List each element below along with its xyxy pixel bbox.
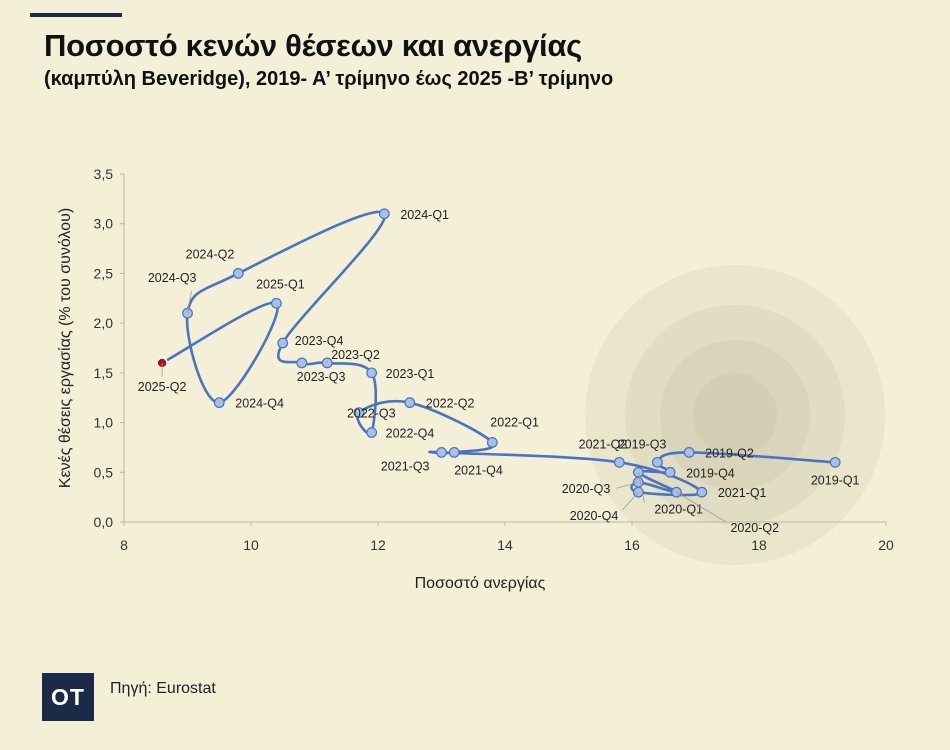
data-point-marker (277, 337, 289, 349)
point-label: 2019-Q2 (705, 446, 754, 460)
y-tick-label: 0,0 (94, 514, 114, 530)
x-tick-label: 18 (751, 537, 767, 553)
label-leader-line (622, 491, 639, 511)
point-label: 2025-Q2 (138, 380, 187, 394)
point-label: 2022-Q3 (347, 407, 396, 421)
data-point-marker (829, 456, 841, 468)
data-point-marker (486, 437, 498, 448)
point-label: 2021-Q3 (381, 459, 430, 473)
x-tick-label: 12 (370, 537, 386, 553)
point-label: 2019-Q3 (618, 437, 667, 451)
data-point-marker (696, 486, 708, 498)
data-point-marker (448, 447, 460, 458)
y-tick-label: 1,5 (94, 365, 114, 381)
data-point-marker (296, 357, 308, 369)
y-tick-label: 2,0 (94, 315, 114, 331)
point-label: 2024-Q1 (400, 208, 449, 222)
axes: 8 10 12 14 16 18 20 0,0 0,5 1,0 1,5 2,0 2,5 3,0 3,5 (94, 166, 894, 553)
point-label: 2022-Q4 (386, 427, 435, 441)
point-label: 2023-Q1 (386, 367, 435, 381)
y-tick-label: 0,5 (94, 464, 114, 480)
point-label: 2019-Q1 (811, 473, 860, 487)
label-leader-line (676, 491, 727, 523)
point-label: 2024-Q4 (235, 397, 284, 411)
watermark-circle (585, 265, 885, 565)
data-point-marker (404, 397, 416, 409)
point-label: 2020-Q4 (570, 509, 619, 523)
data-point-marker (353, 407, 365, 419)
data-point-marker (683, 447, 695, 458)
source-note: Πηγή: Eurostat (110, 680, 216, 697)
point-label: 2021-Q1 (718, 486, 767, 500)
x-tick-label: 14 (497, 537, 513, 553)
y-tick-label: 3,5 (94, 166, 114, 182)
label-leader-line (616, 481, 639, 489)
point-label: 2020-Q3 (562, 482, 611, 496)
data-point-marker (378, 208, 390, 220)
point-label: 2023-Q4 (295, 334, 344, 348)
x-tick-label: 10 (243, 537, 259, 553)
point-label: 2022-Q2 (426, 397, 475, 411)
point-label: 2023-Q2 (331, 348, 380, 362)
point-label: 2020-Q2 (730, 521, 779, 535)
y-tick-label: 2,5 (94, 265, 114, 281)
chart-subtitle: (καμπύλη Beveridge), 2019- Α’ τρίμηνο έω… (44, 68, 614, 90)
x-tick-label: 8 (120, 537, 128, 553)
watermark-circle (625, 305, 845, 525)
x-tick-label: 16 (624, 537, 640, 553)
label-leader-line (187, 291, 192, 314)
data-point-marker (271, 297, 282, 309)
chart-title: Ποσοστό κενών θέσεων και ανεργίας (44, 28, 582, 63)
point-label: 2023-Q3 (297, 370, 346, 384)
brand-logo: OT (42, 673, 94, 721)
point-label: 2021-Q2 (579, 437, 628, 451)
y-tick-label: 3,0 (94, 216, 114, 232)
x-tick-label: 20 (878, 537, 894, 553)
point-label: 2021-Q4 (454, 463, 503, 477)
data-point-marker (366, 427, 378, 438)
data-point-marker (436, 447, 447, 458)
data-point-marker (613, 456, 625, 468)
x-axis-title: Ποσοστό ανεργίας (415, 575, 546, 592)
data-point-marker (213, 397, 225, 409)
point-label: 2019-Q4 (686, 466, 735, 480)
label-leader-line (637, 472, 645, 503)
series-beveridge (156, 208, 841, 498)
point-label: 2025-Q1 (256, 277, 305, 291)
point-label: 2024-Q3 (148, 271, 197, 285)
top-accent-rule (30, 13, 122, 17)
watermark-circle (693, 373, 777, 457)
background-watermark-circles (585, 265, 885, 565)
y-axis-title: Κενές θέσεις εργασίας (% του συνόλου) (57, 208, 74, 488)
point-label: 2024-Q2 (186, 247, 235, 261)
point-label: 2020-Q1 (654, 502, 703, 516)
data-point-marker (232, 268, 244, 279)
data-point-marker (366, 367, 378, 379)
data-point-marker (652, 456, 663, 468)
point-label: 2022-Q1 (490, 415, 539, 429)
data-point-marker (664, 466, 676, 478)
point-labels: 2019-Q1 2019-Q2 2019-Q3 2019-Q4 2020-Q1 2020-… (138, 208, 860, 535)
y-tick-label: 1,0 (94, 415, 114, 431)
